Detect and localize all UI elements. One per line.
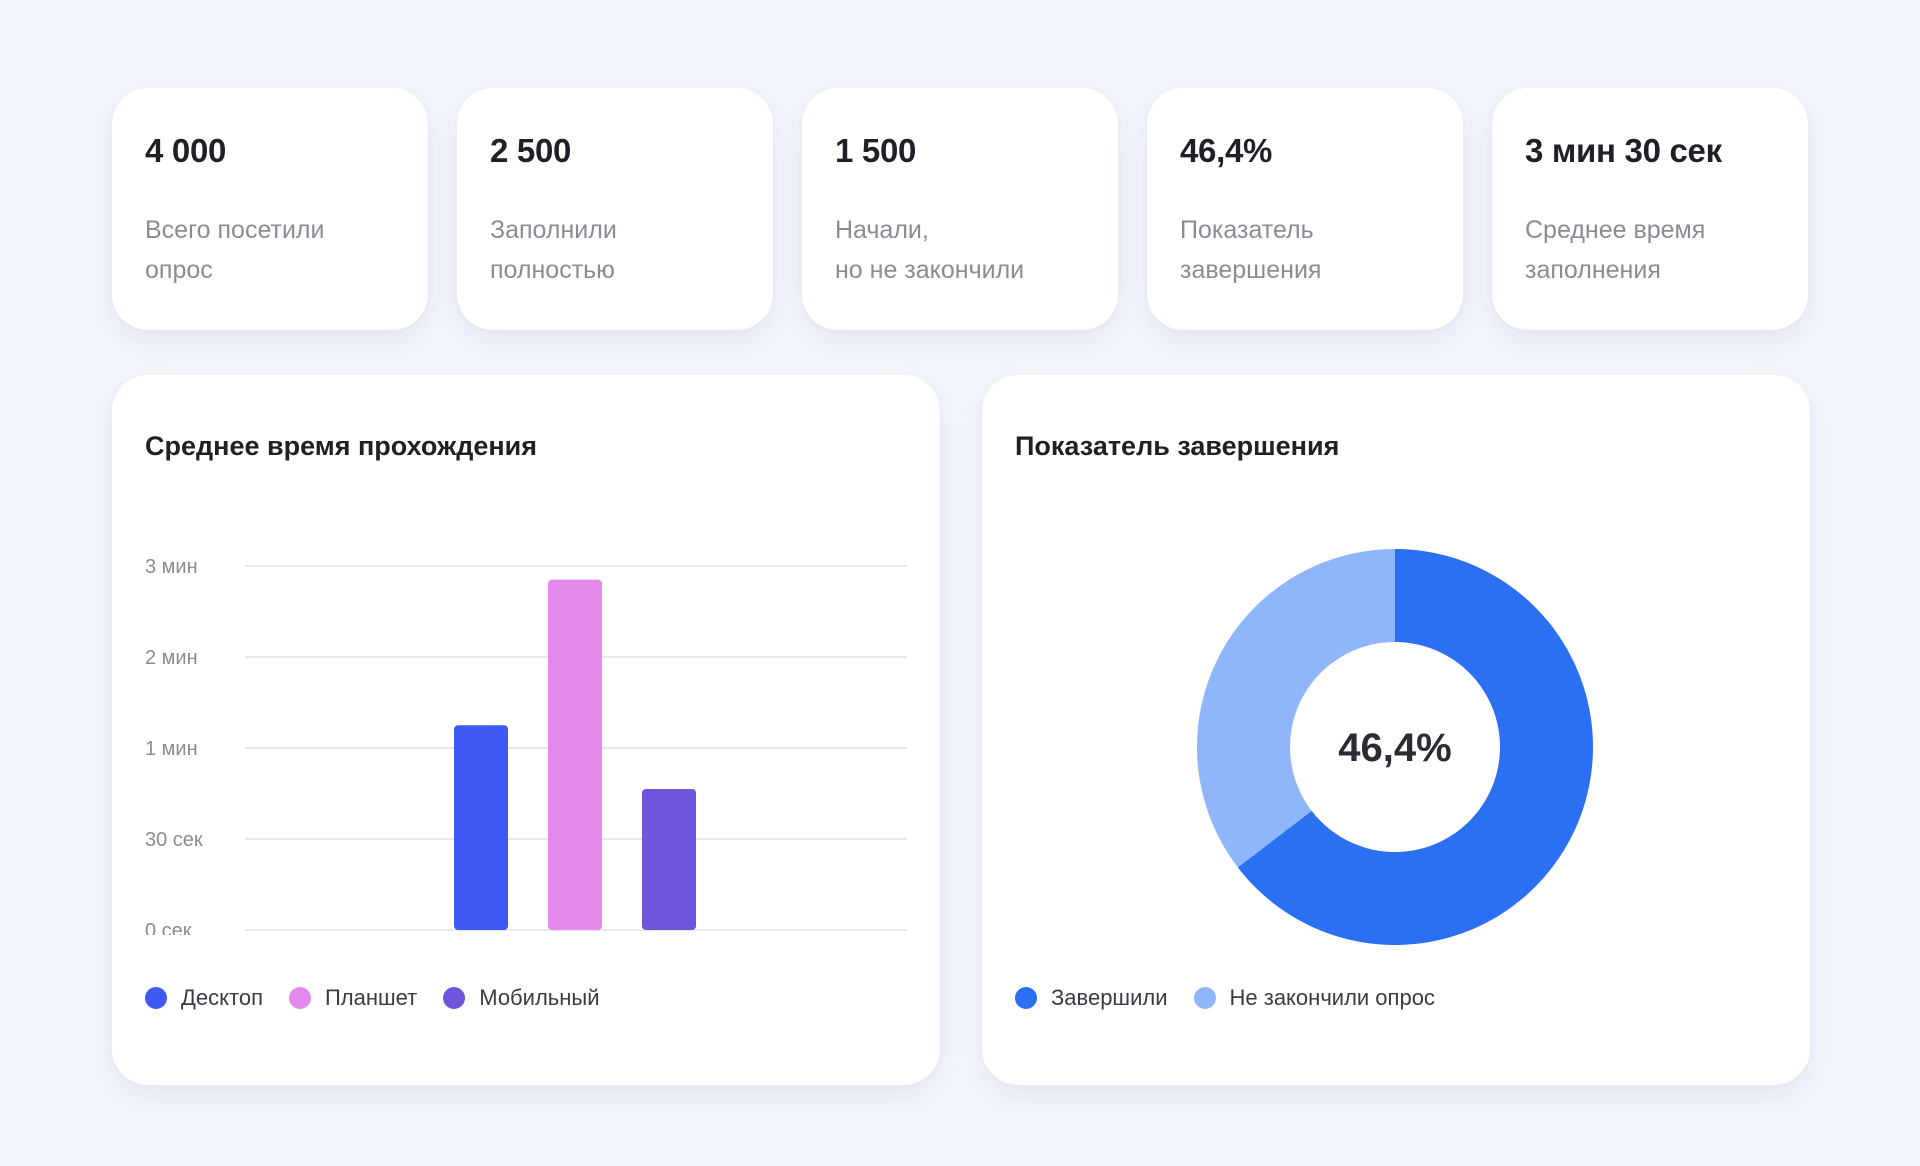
legend-label: Десктоп <box>181 985 263 1010</box>
legend-dot <box>1015 987 1037 1009</box>
bar-2 <box>548 579 602 930</box>
donut-legend: Завершили Не закончили опрос <box>1015 985 1461 1011</box>
legend-dot <box>288 987 311 1009</box>
legend-item-not-completed: Не закончили опрос <box>1193 985 1435 1011</box>
legend-item-tablet: Планшет <box>288 985 418 1011</box>
bar-3 <box>642 788 696 930</box>
stat-label: Начали, но не закончили <box>835 216 1025 284</box>
bar-1 <box>454 725 508 930</box>
completion-rate-panel: Показатель завершения 46,4% Завершили Не… <box>982 375 1810 1085</box>
stat-label: Заполнили полностью <box>490 216 617 284</box>
legend-label: Планшет <box>324 985 418 1010</box>
stat-value: 4 000 <box>145 132 227 169</box>
stat-value: 46,4% <box>1180 132 1273 169</box>
legend-item-mobile: Мобильный <box>443 985 600 1011</box>
y-tick-label: 3 мин <box>145 556 198 578</box>
legend-dot <box>1193 987 1216 1009</box>
y-tick-label: 30 сек <box>145 829 203 851</box>
legend-label: Не закончили опрос <box>1229 985 1435 1010</box>
panel-title: Показатель завершения <box>1015 431 1340 461</box>
y-tick-label: 0 сек <box>145 920 192 935</box>
legend-label: Завершили <box>1051 985 1168 1010</box>
donut-slice-1 <box>1237 549 1593 945</box>
panel-title: Среднее время прохождения <box>145 431 538 461</box>
stat-card-completion-rate: 46,4% Показатель завершения <box>1147 88 1463 330</box>
stat-value: 1 500 <box>835 132 917 169</box>
stat-label: Всего посетили опрос <box>145 216 325 284</box>
legend-dot <box>145 987 167 1009</box>
legend-dot <box>443 987 466 1009</box>
average-time-bar-chart: 0 сек 30 сек 1 мин 2 мин 3 мин <box>145 556 907 935</box>
legend-item-desktop: Десктоп <box>145 985 263 1011</box>
stat-card-completed: 2 500 Заполнили полностью <box>457 88 773 330</box>
completion-donut-chart: 46,4% <box>1197 549 1593 945</box>
legend-item-completed: Завершили <box>1015 985 1168 1011</box>
stat-label: Среднее время заполнения <box>1525 216 1706 284</box>
donut-slice-2 <box>1197 549 1395 868</box>
stat-card-started: 1 500 Начали, но не закончили <box>802 88 1118 330</box>
y-tick-label: 2 мин <box>145 647 198 669</box>
average-time-panel: Среднее время прохождения 0 сек 30 сек 1 м… <box>112 375 940 1085</box>
stat-value: 2 500 <box>490 132 572 169</box>
bar-chart-legend: Десктоп Планшет Мобильный <box>145 985 626 1011</box>
stat-value: 3 мин 30 сек <box>1525 132 1722 169</box>
stat-card-visited: 4 000 Всего посетили опрос <box>112 88 428 330</box>
donut-center-label: 46,4% <box>1338 726 1451 770</box>
stat-label: Показатель завершения <box>1180 216 1322 284</box>
y-tick-label: 1 мин <box>145 738 198 760</box>
legend-label: Мобильный <box>479 985 600 1010</box>
stat-card-average-time: 3 мин 30 сек Среднее время заполнения <box>1492 88 1808 330</box>
